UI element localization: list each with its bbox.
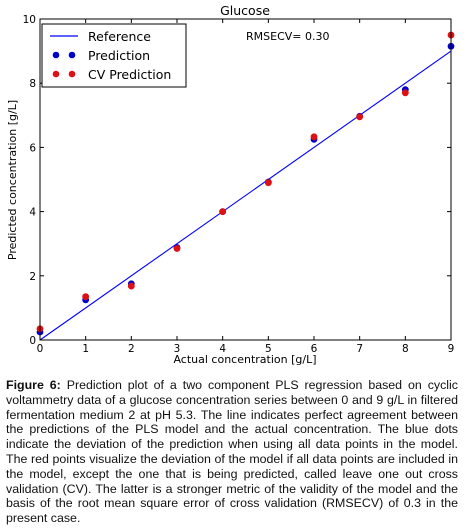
figure-caption: Figure 6: Prediction plot of a two compo… bbox=[6, 378, 458, 526]
legend: Reference Prediction CV Prediction bbox=[41, 23, 187, 88]
cv-prediction-point bbox=[310, 133, 318, 141]
y-tick-label: 4 bbox=[29, 207, 36, 219]
legend-cv-marker-2 bbox=[68, 70, 76, 78]
y-tick-label: 6 bbox=[29, 142, 36, 154]
x-tick-label: 4 bbox=[219, 343, 226, 355]
rmsecv-annotation: RMSECV= 0.30 bbox=[246, 30, 329, 43]
x-tick-label: 9 bbox=[448, 343, 455, 355]
y-tick-label: 10 bbox=[23, 14, 36, 26]
x-tick-label: 8 bbox=[402, 343, 409, 355]
y-axis-label: Predicted concentration [g/L] bbox=[6, 100, 19, 260]
y-tick-label: 8 bbox=[29, 78, 36, 90]
cv-prediction-point bbox=[82, 293, 90, 301]
caption-text: Prediction plot of a two component PLS r… bbox=[6, 378, 458, 526]
chart-title: Glucose bbox=[220, 3, 270, 18]
caption-label: Figure 6: bbox=[6, 378, 61, 392]
x-axis-label: Actual concentration [g/L] bbox=[173, 353, 316, 366]
x-tick-label: 2 bbox=[128, 343, 135, 355]
legend-prediction-marker-2 bbox=[68, 51, 76, 59]
x-tick-label: 5 bbox=[265, 343, 272, 355]
legend-cv-marker-1 bbox=[52, 70, 60, 78]
reference-line bbox=[39, 50, 452, 341]
axes-frame bbox=[39, 18, 452, 341]
x-tick-label: 7 bbox=[356, 343, 363, 355]
legend-prediction-marker-1 bbox=[52, 51, 60, 59]
legend-reference-label: Reference bbox=[88, 29, 151, 44]
cv-prediction-point bbox=[173, 245, 181, 252]
legend-cv-label: CV Prediction bbox=[88, 67, 171, 82]
cv-prediction-point bbox=[219, 208, 227, 216]
x-tick-label: 6 bbox=[311, 343, 318, 355]
cv-prediction-point bbox=[127, 282, 135, 290]
x-tick-label: 3 bbox=[174, 343, 181, 355]
y-tick-label: 2 bbox=[29, 271, 36, 283]
cv-prediction-point bbox=[356, 113, 364, 121]
glucose-prediction-chart: Glucose 0 1 2 3 4 5 6 7 8 9 0 2 4 6 8 10 RMSECV= 0.30 A… bbox=[6, 3, 455, 366]
legend-prediction-label: Prediction bbox=[88, 48, 150, 63]
legend-box bbox=[41, 23, 187, 88]
x-tick-label: 1 bbox=[82, 343, 89, 355]
plot-area: 0 1 2 3 4 5 6 7 8 9 0 2 4 6 8 10 bbox=[23, 14, 455, 355]
x-tick-label: 0 bbox=[37, 343, 44, 355]
cv-prediction-point bbox=[264, 179, 272, 187]
y-tick-label: 0 bbox=[29, 335, 36, 347]
cv-prediction-point bbox=[401, 89, 409, 97]
